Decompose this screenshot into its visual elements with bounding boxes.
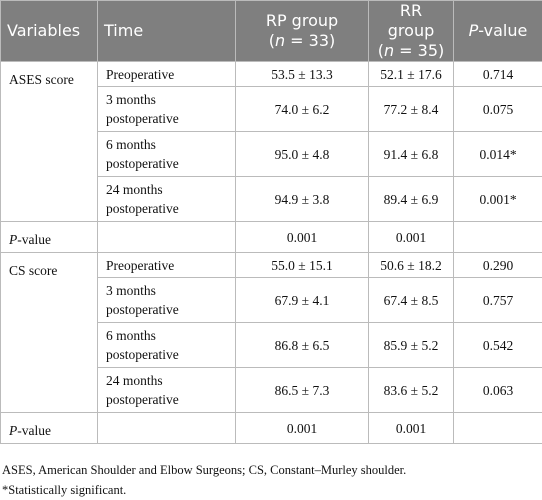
value-cell xyxy=(454,222,542,253)
value-cell: 85.9 ± 5.2 xyxy=(369,323,454,368)
text-run: RP group xyxy=(266,11,338,30)
text-run: -value xyxy=(17,232,51,247)
value-cell: 0.001* xyxy=(454,177,542,222)
value-cell: 86.8 ± 6.5 xyxy=(236,323,369,368)
value-cell: 0.075 xyxy=(454,87,542,132)
text-run: P xyxy=(9,423,17,438)
header-cell: Variables xyxy=(1,1,98,62)
value-cell: 0.290 xyxy=(454,253,542,278)
text-run: -value xyxy=(478,21,527,40)
variable-cell: P-value xyxy=(1,222,98,253)
header-cell: RP group(n = 33) xyxy=(236,1,369,62)
time-cell: 6 months postoperative xyxy=(98,323,236,368)
value-cell: 0.014* xyxy=(454,132,542,177)
value-cell: 67.4 ± 8.5 xyxy=(369,278,454,323)
value-cell: 55.0 ± 15.1 xyxy=(236,253,369,278)
value-cell: 74.0 ± 6.2 xyxy=(236,87,369,132)
text-run: RR group xyxy=(388,1,434,40)
header-row: Variables Time RP group(n = 33)RR group(n … xyxy=(1,1,542,62)
value-cell: 95.0 ± 4.8 xyxy=(236,132,369,177)
value-cell: 0.001 xyxy=(369,222,454,253)
value-cell: 50.6 ± 18.2 xyxy=(369,253,454,278)
value-cell: 0.063 xyxy=(454,368,542,413)
text-run: ASES score xyxy=(9,72,74,87)
time-cell: Preoperative xyxy=(98,62,236,87)
text-run: n xyxy=(275,31,285,50)
value-cell: 0.001 xyxy=(369,413,454,444)
footnote: *Statistically significant. xyxy=(2,480,542,500)
footnotes: ASES, American Shoulder and Elbow Surgeo… xyxy=(0,444,542,500)
time-cell xyxy=(98,413,236,444)
text-run: Variables xyxy=(7,21,80,40)
text-run: -value xyxy=(17,423,51,438)
text-run: Time xyxy=(104,21,143,40)
text-run: P xyxy=(9,232,17,247)
time-cell: 6 months postoperative xyxy=(98,132,236,177)
footnote: ASES, American Shoulder and Elbow Surgeo… xyxy=(2,460,542,480)
results-table: Variables Time RP group(n = 33)RR group(n … xyxy=(0,0,542,444)
time-cell: 3 months postoperative xyxy=(98,87,236,132)
text-run: P xyxy=(469,21,479,40)
time-cell: 24 months postoperative xyxy=(98,368,236,413)
value-cell: 53.5 ± 13.3 xyxy=(236,62,369,87)
value-cell: 0.757 xyxy=(454,278,542,323)
header-cell: P-value xyxy=(454,1,542,62)
text-run: n xyxy=(384,41,394,60)
variable-cell: CS score xyxy=(1,253,98,413)
variable-cell: ASES score xyxy=(1,62,98,222)
value-cell: 0.001 xyxy=(236,222,369,253)
time-cell: 24 months postoperative xyxy=(98,177,236,222)
header-cell: RR group(n = 35) xyxy=(369,1,454,62)
value-cell: 67.9 ± 4.1 xyxy=(236,278,369,323)
value-cell: 77.2 ± 8.4 xyxy=(369,87,454,132)
variable-cell: P-value xyxy=(1,413,98,444)
value-cell: 0.542 xyxy=(454,323,542,368)
page: Variables Time RP group(n = 33)RR group(n … xyxy=(0,0,542,487)
value-cell: 86.5 ± 7.3 xyxy=(236,368,369,413)
text-run: CS score xyxy=(9,263,57,278)
value-cell xyxy=(454,413,542,444)
time-cell xyxy=(98,222,236,253)
time-cell: Preoperative xyxy=(98,253,236,278)
value-cell: 91.4 ± 6.8 xyxy=(369,132,454,177)
value-cell: 0.714 xyxy=(454,62,542,87)
value-cell: 89.4 ± 6.9 xyxy=(369,177,454,222)
value-cell: 0.001 xyxy=(236,413,369,444)
value-cell: 52.1 ± 17.6 xyxy=(369,62,454,87)
value-cell: 94.9 ± 3.8 xyxy=(236,177,369,222)
time-cell: 3 months postoperative xyxy=(98,278,236,323)
value-cell: 83.6 ± 5.2 xyxy=(369,368,454,413)
header-cell: Time xyxy=(98,1,236,62)
text-run: = 35) xyxy=(394,41,444,60)
text-run: = 33) xyxy=(285,31,335,50)
